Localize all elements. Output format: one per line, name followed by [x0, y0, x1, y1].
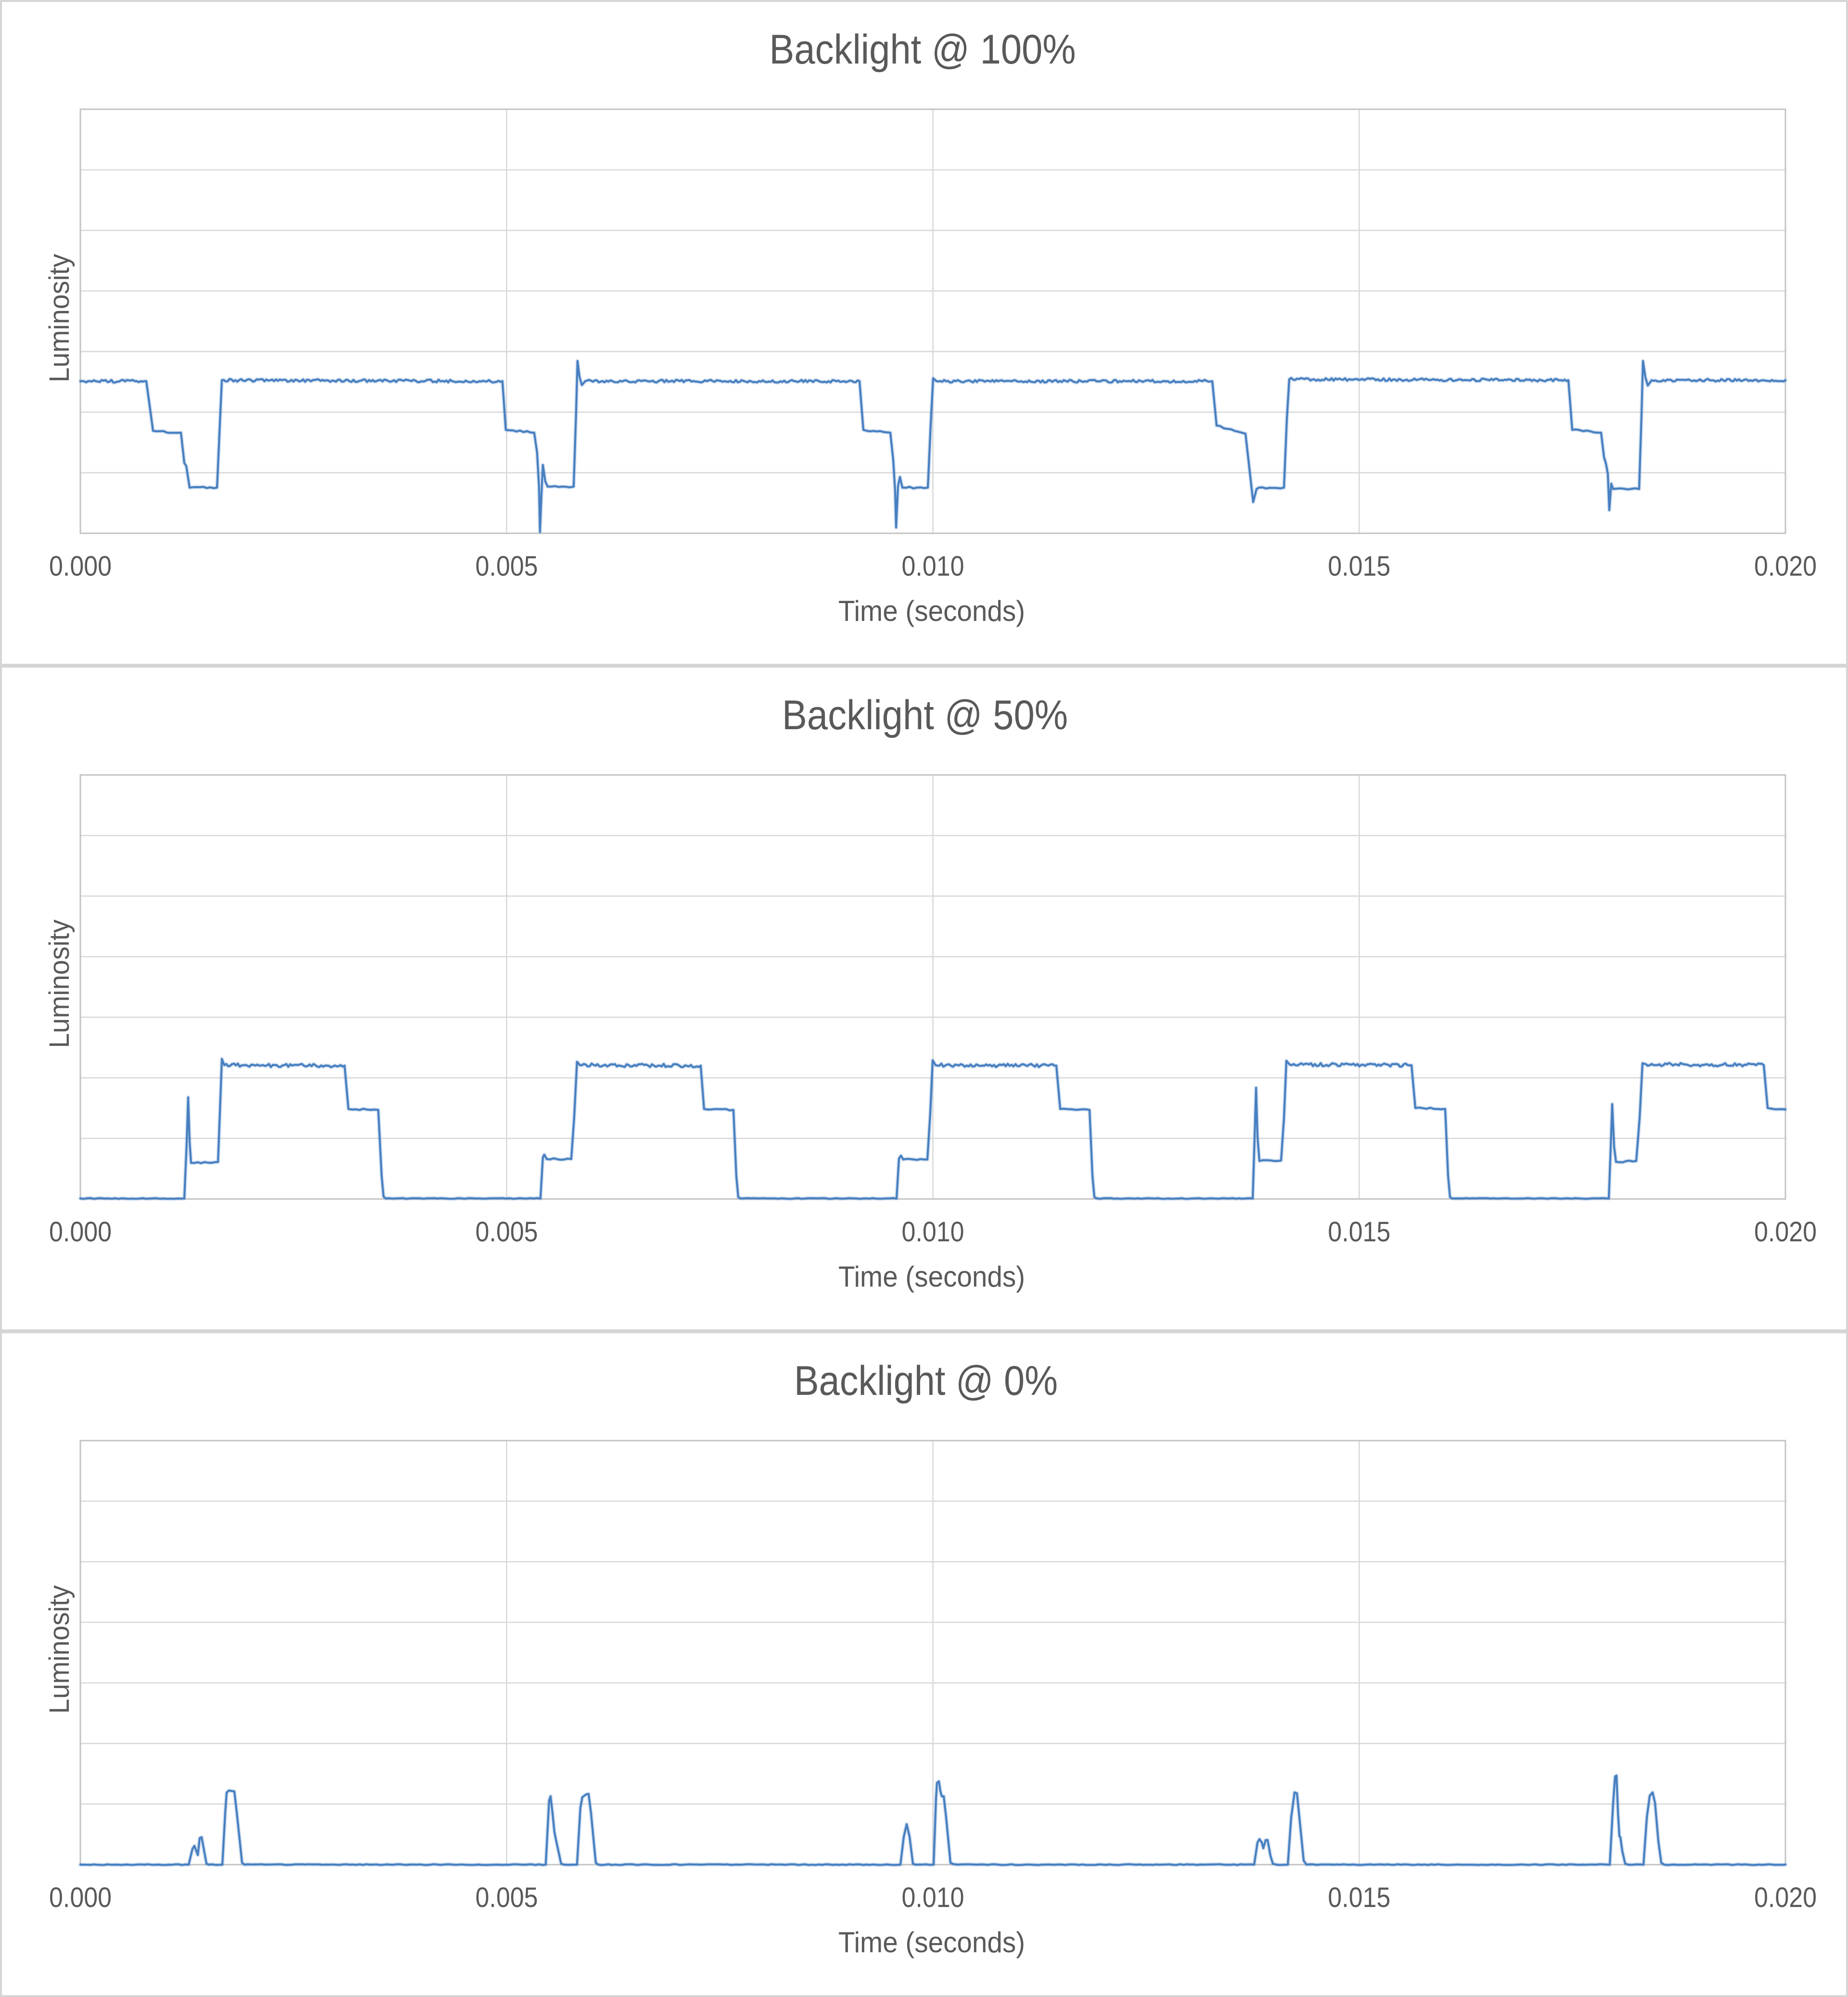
svg-text:0.010: 0.010: [902, 551, 964, 582]
svg-text:Time (seconds): Time (seconds): [838, 595, 1025, 627]
svg-text:Backlight @ 0%: Backlight @ 0%: [794, 1358, 1058, 1404]
svg-text:Luminosity: Luminosity: [44, 920, 75, 1048]
svg-text:Backlight @ 50%: Backlight @ 50%: [782, 692, 1068, 738]
svg-text:0.000: 0.000: [49, 551, 112, 582]
svg-text:0.010: 0.010: [902, 1882, 964, 1913]
svg-text:0.005: 0.005: [475, 1882, 538, 1913]
svg-text:0.010: 0.010: [902, 1216, 964, 1248]
svg-text:0.000: 0.000: [49, 1216, 112, 1248]
svg-text:Time (seconds): Time (seconds): [838, 1926, 1025, 1958]
svg-text:0.005: 0.005: [475, 551, 538, 582]
svg-text:0.020: 0.020: [1754, 1882, 1817, 1913]
svg-text:Time (seconds): Time (seconds): [838, 1261, 1025, 1293]
svg-text:Backlight @ 100%: Backlight @ 100%: [770, 26, 1076, 73]
svg-text:0.020: 0.020: [1754, 1216, 1817, 1248]
svg-text:0.000: 0.000: [49, 1882, 112, 1913]
svg-text:0.015: 0.015: [1328, 1882, 1390, 1913]
svg-text:Luminosity: Luminosity: [44, 1585, 75, 1714]
svg-text:0.015: 0.015: [1328, 1216, 1390, 1248]
svg-text:0.015: 0.015: [1328, 551, 1390, 582]
svg-text:0.020: 0.020: [1754, 551, 1817, 582]
svg-text:0.005: 0.005: [475, 1216, 538, 1248]
svg-text:Luminosity: Luminosity: [44, 254, 75, 383]
